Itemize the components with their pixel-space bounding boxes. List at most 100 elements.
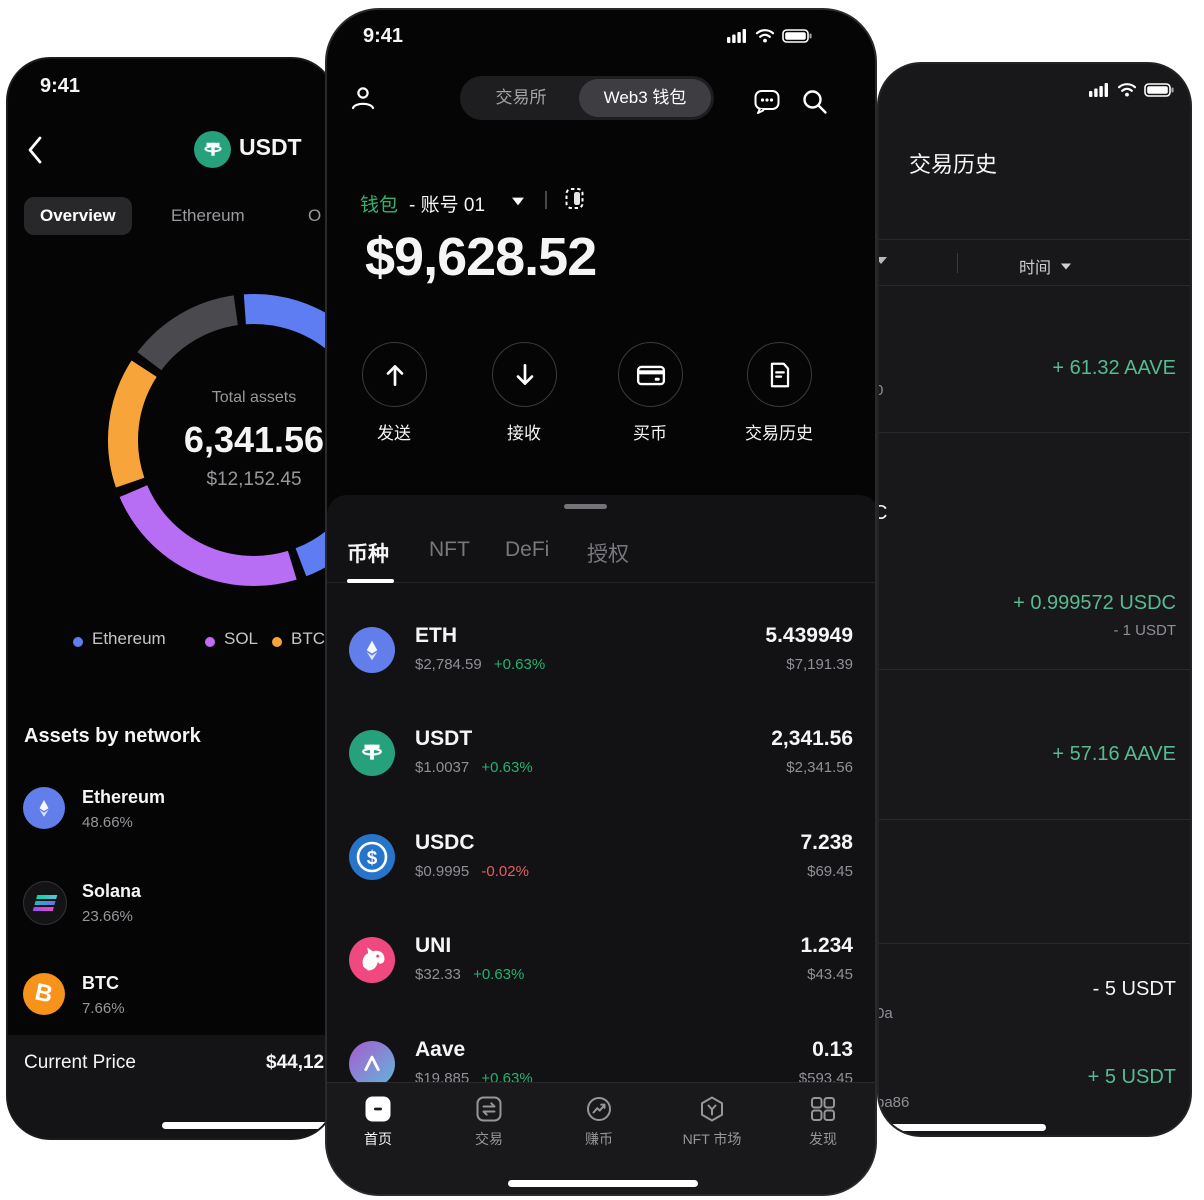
account-chevron-down-icon[interactable] [512, 197, 524, 206]
section-title: Assets by network [24, 725, 201, 747]
token-symbol: ETH [415, 624, 457, 647]
status-icons [727, 28, 812, 43]
send-button[interactable] [362, 342, 427, 407]
network-percent: 23.66% [82, 908, 133, 925]
network-row-solana[interactable]: Solana 23.66% [23, 879, 323, 939]
token-value: $2,341.56 [786, 759, 853, 776]
token-row-eth[interactable]: ETH $2,784.59 +0.63% 5.439949 $7,191.39 [327, 621, 875, 697]
page-title: USDT [239, 134, 302, 160]
token-symbol: USDC [415, 831, 475, 854]
wallet-label[interactable]: 钱包 [360, 195, 399, 216]
total-balance: $9,628.52 [365, 227, 597, 287]
tab-coins[interactable]: 币种 [347, 543, 389, 566]
divider [879, 432, 1190, 433]
history-button[interactable] [747, 342, 812, 407]
transaction-row[interactable]: C + 0.999572 USDC - 1 USDT [879, 432, 1190, 669]
token-price: $0.9995 [415, 863, 470, 880]
token-value: $43.45 [807, 966, 853, 983]
aave-icon [349, 1041, 395, 1087]
token-change: +0.63% [473, 966, 525, 983]
nav-label: 首页 [364, 1131, 392, 1147]
token-price-change: $32.33 +0.63% [415, 966, 524, 983]
network-percent: 7.66% [82, 1000, 125, 1017]
buy-label: 买币 [633, 424, 667, 443]
back-icon[interactable] [26, 135, 44, 165]
token-row-uni[interactable]: UNI $32.33 +0.63% 1.234 $43.45 [327, 931, 875, 1007]
segment-web3-wallet[interactable]: Web3 钱包 [579, 79, 711, 117]
filter-caret-partial-icon[interactable] [879, 257, 887, 264]
tab-defi[interactable]: DeFi [505, 538, 550, 561]
active-tab-underline [347, 579, 394, 583]
tab-approvals[interactable]: 授权 [587, 543, 629, 566]
transaction-row[interactable]: - 5 USDT 0a [879, 943, 1190, 1053]
legend-label-btc: BTC [291, 629, 325, 648]
donut-center-label: Total assets [211, 389, 297, 406]
profile-icon[interactable] [349, 84, 377, 112]
tx-fragment: 0 [879, 382, 883, 399]
token-symbol: USDT [415, 727, 473, 750]
svg-text:$: $ [367, 848, 378, 869]
segment-exchange[interactable]: 交易所 [495, 88, 547, 107]
switch-wallet-icon[interactable] [563, 187, 586, 210]
tab-nft[interactable]: NFT [429, 538, 470, 561]
assets-donut-chart [108, 294, 334, 586]
right-phone-screen: 交易历史 时间 + 61.32 AAVE 0 C + 0.999572 USDC… [877, 62, 1192, 1137]
tab-partial[interactable]: O [308, 206, 322, 225]
tab-overview[interactable]: Overview [24, 197, 132, 235]
nav-label: 赚币 [585, 1131, 613, 1147]
tab-ethereum[interactable]: Ethereum [171, 206, 245, 225]
battery-icon [782, 28, 812, 43]
token-change: -0.02% [481, 863, 529, 880]
transaction-row[interactable]: + 5 USDT ba86 [877, 1053, 1190, 1135]
status-time: 9:41 [40, 75, 81, 97]
token-symbol: UNI [415, 934, 452, 957]
history-label: 交易历史 [745, 424, 813, 443]
network-row-ethereum[interactable]: Ethereum 48.66% [23, 785, 323, 845]
sheet-drag-handle[interactable] [564, 504, 607, 509]
token-amount: 2,341.56 [771, 727, 853, 750]
transaction-row[interactable]: + 57.16 AAVE [879, 669, 1190, 819]
account-name[interactable]: - 账号 01 [409, 195, 486, 216]
legend-dot-ethereum [73, 637, 83, 647]
token-change: +0.63% [481, 759, 533, 776]
filter-time[interactable]: 时间 [1019, 254, 1072, 278]
send-label: 发送 [377, 424, 411, 443]
bottom-nav: 首页 交易 赚币 NFT 市场 [327, 1082, 875, 1194]
legend-label-ethereum: Ethereum [92, 629, 166, 648]
cellular-icon [727, 28, 746, 43]
nav-home[interactable]: 首页 [333, 1083, 423, 1163]
tx-fragment: C [879, 502, 887, 525]
segmented-control: 交易所 Web3 钱包 [460, 76, 714, 120]
tx-sub-amount: - 1 USDT [1113, 622, 1176, 639]
tx-amount: + 61.32 AAVE [1052, 357, 1176, 379]
chat-icon[interactable] [753, 87, 781, 115]
earn-icon [585, 1095, 613, 1123]
token-amount: 5.439949 [765, 624, 853, 647]
tx-amount: + 5 USDT [1087, 1066, 1176, 1088]
token-price-change: $0.9995 -0.02% [415, 863, 529, 880]
status-time: 9:41 [363, 25, 404, 47]
buy-crypto-button[interactable] [618, 342, 683, 407]
center-phone-screen: 9:41 交易所 Web3 钱包 钱包 - 账号 01 $9,628.52 [325, 8, 877, 1196]
uni-icon [349, 937, 395, 983]
token-row-usdt[interactable]: USDT $1.0037 +0.63% 2,341.56 $2,341.56 [327, 724, 875, 800]
tx-address-fragment: ba86 [877, 1094, 910, 1111]
current-price-value: $44,12 [266, 1052, 325, 1073]
tx-amount: - 5 USDT [1092, 978, 1176, 1000]
transaction-row[interactable]: + 61.32 AAVE 0 [879, 285, 1190, 432]
trade-icon [475, 1095, 503, 1123]
nav-nft-market[interactable]: NFT 市场 [667, 1083, 757, 1163]
token-row-usdc[interactable]: $ USDC $0.9995 -0.02% 7.238 $69.45 [327, 828, 875, 904]
nav-discover[interactable]: 发现 [778, 1083, 868, 1163]
document-icon [747, 342, 812, 407]
nav-trade[interactable]: 交易 [444, 1083, 534, 1163]
usdt-token-icon [194, 131, 231, 168]
receive-button[interactable] [492, 342, 557, 407]
legend-dot-btc [272, 637, 282, 647]
network-row-btc[interactable]: B BTC 7.66% [23, 971, 323, 1031]
search-icon[interactable] [800, 87, 828, 115]
nav-earn[interactable]: 赚币 [554, 1083, 644, 1163]
donut-center-value: 6,341.56 [183, 419, 325, 460]
current-price-bar: Current Price $44,12 [8, 1035, 334, 1138]
